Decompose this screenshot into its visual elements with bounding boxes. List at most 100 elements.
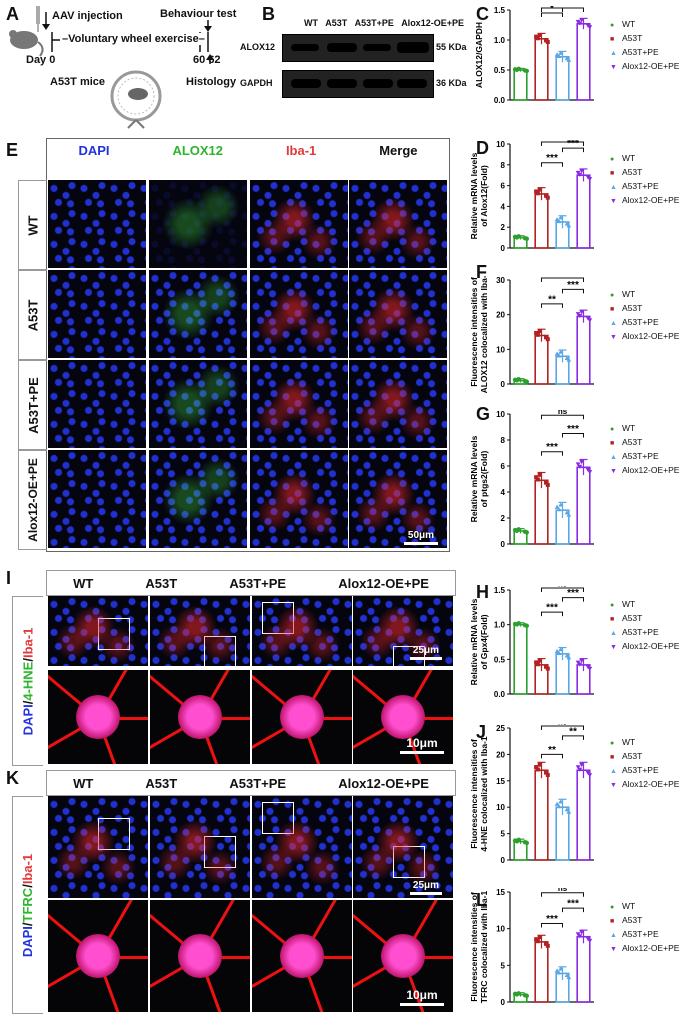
bar-a53t bbox=[534, 37, 549, 101]
significance-label: * bbox=[550, 6, 554, 15]
y-axis-label-line: of Alox12(Fold) bbox=[479, 165, 489, 227]
y-tick-label: 0 bbox=[501, 856, 506, 865]
panel-i-zoom-a53t-pe bbox=[252, 670, 352, 764]
significance-label: ns bbox=[558, 888, 568, 893]
y-tick-label: 10 bbox=[496, 140, 505, 149]
data-point bbox=[577, 662, 583, 667]
legend-marker-icon: ▲ bbox=[610, 630, 617, 637]
panel-i-zoom-wt bbox=[48, 670, 148, 764]
y-tick-label: 15 bbox=[496, 888, 505, 897]
legend-label: A53T bbox=[622, 33, 643, 43]
legend-label: A53T bbox=[622, 167, 643, 177]
y-tick-label: 8 bbox=[501, 436, 506, 445]
blot-band-gapdh bbox=[282, 70, 434, 98]
data-point bbox=[535, 767, 540, 772]
data-point bbox=[556, 53, 562, 59]
legend-h: ● WT ■ A53T ▲ A53T+PE ▼ Alox12-OE+PE bbox=[610, 598, 679, 654]
legend-item: ■ A53T bbox=[610, 302, 679, 316]
k-header-a53t: A53T bbox=[145, 775, 178, 791]
bar-a53t bbox=[534, 193, 549, 249]
legend-marker-icon: ▼ bbox=[610, 644, 617, 651]
blot-band-alox12 bbox=[282, 34, 434, 62]
legend-label: Alox12-OE+PE bbox=[622, 779, 680, 789]
y-axis-label-line: Relative mRNA levels bbox=[470, 152, 479, 239]
microglia-process bbox=[403, 956, 453, 959]
k-side-sep1: / bbox=[20, 921, 36, 926]
data-point bbox=[575, 765, 581, 770]
if-image-wt-iba1 bbox=[250, 180, 348, 268]
significance-label: *** bbox=[567, 899, 579, 910]
significance-bracket bbox=[541, 923, 563, 928]
legend-label: Alox12-OE+PE bbox=[622, 61, 680, 71]
panel-i-zoom-box-wt bbox=[98, 618, 130, 650]
y-tick-label: 10 bbox=[496, 410, 505, 419]
blot-header-wt: WT bbox=[304, 18, 318, 28]
data-point bbox=[537, 187, 542, 192]
panel-i-side-label: DAPI/4-HNE/Iba-1 bbox=[12, 596, 43, 766]
panel-letter-d: D bbox=[476, 138, 489, 158]
if-image-alox12-oe-pe-dapi bbox=[48, 450, 146, 548]
significance-label: ns bbox=[558, 724, 568, 727]
panel-k-overview-a53t-pe bbox=[252, 796, 352, 898]
legend-item: ■ A53T bbox=[610, 32, 679, 46]
i-header-a53t-pe: A53T+PE bbox=[229, 575, 287, 591]
day-0-text: 0 bbox=[49, 54, 56, 66]
chart-h: Relative mRNA levelsof Gpx4(Fold) 0.0 0.5 1… bbox=[470, 586, 594, 699]
data-point bbox=[585, 467, 591, 473]
panel-i-scale-top-text: 25μm bbox=[412, 645, 440, 656]
data-point bbox=[558, 966, 564, 971]
panel-k-zoom-alox12-oe-pe bbox=[353, 900, 453, 1012]
k-side-dapi: DAPI bbox=[20, 925, 36, 957]
microglia-process bbox=[302, 956, 352, 959]
panel-e-scale-bar: 50μm bbox=[404, 530, 438, 545]
panel-k-zoom-box-a53t bbox=[204, 836, 236, 868]
data-point bbox=[587, 666, 593, 672]
legend-marker-icon: ▲ bbox=[610, 768, 617, 775]
panel-letter-e: E bbox=[6, 140, 19, 160]
y-tick-label: 20 bbox=[496, 750, 505, 759]
data-point bbox=[575, 462, 581, 467]
microglia-cell-body bbox=[76, 695, 120, 739]
y-axis-label-line: Relative mRNA levels bbox=[470, 435, 479, 522]
panel-e-row-labels: WT A53T A53T+PE Alox12-OE+PE bbox=[18, 180, 47, 550]
col-header-merge: Merge bbox=[379, 142, 418, 158]
bar-alox12-oe-pe bbox=[576, 466, 591, 545]
day-label: Day 0 bbox=[26, 54, 55, 66]
data-point bbox=[558, 799, 564, 804]
panel-k-zoom-a53t-pe bbox=[252, 900, 352, 1012]
legend-item: ▼ Alox12-OE+PE bbox=[610, 640, 679, 654]
legend-marker-icon: ■ bbox=[610, 170, 615, 177]
panel-k-zoom-a53t bbox=[150, 900, 250, 1012]
data-point bbox=[514, 67, 520, 73]
y-tick-label: 10 bbox=[496, 803, 505, 812]
significance-label: *** bbox=[546, 442, 558, 453]
significance-label: *** bbox=[557, 140, 569, 144]
y-tick-label: 0.5 bbox=[494, 66, 506, 75]
legend-c: ● WT ■ A53T ▲ A53T+PE ▼ Alox12-OE+PE bbox=[610, 18, 679, 74]
day-text: Day bbox=[26, 54, 47, 66]
significance-bracket bbox=[541, 451, 563, 456]
panel-i-overview-alox12-oe-pe bbox=[353, 596, 453, 666]
if-image-wt-merge bbox=[349, 180, 447, 268]
data-point bbox=[544, 770, 548, 775]
data-point bbox=[566, 655, 572, 660]
data-point bbox=[556, 804, 562, 809]
y-tick-label: 5 bbox=[501, 830, 506, 839]
bar-alox12-oe-pe bbox=[576, 174, 591, 249]
legend-label: WT bbox=[622, 901, 636, 911]
row-label-a53t-pe: A53T+PE bbox=[25, 376, 41, 434]
panel-letter-b: B bbox=[262, 4, 275, 24]
legend-item: ● WT bbox=[610, 422, 679, 436]
data-point bbox=[558, 349, 564, 354]
panel-letter-f: F bbox=[476, 262, 487, 282]
data-point bbox=[558, 647, 564, 652]
panel-letter-k: K bbox=[6, 768, 19, 788]
legend-label: Alox12-OE+PE bbox=[622, 331, 680, 341]
legend-label: A53T+PE bbox=[622, 47, 659, 57]
data-point bbox=[566, 223, 572, 228]
legend-marker-icon: ■ bbox=[610, 754, 615, 761]
legend-item: ▲ A53T+PE bbox=[610, 626, 679, 640]
y-tick-label: 15 bbox=[496, 777, 505, 786]
data-point bbox=[587, 938, 593, 944]
